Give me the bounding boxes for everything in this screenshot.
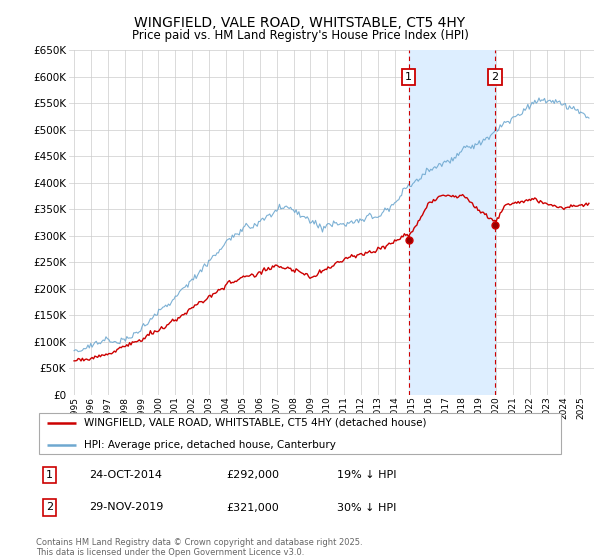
Text: 30% ↓ HPI: 30% ↓ HPI xyxy=(337,502,397,512)
Text: 19% ↓ HPI: 19% ↓ HPI xyxy=(337,470,397,480)
Text: WINGFIELD, VALE ROAD, WHITSTABLE, CT5 4HY: WINGFIELD, VALE ROAD, WHITSTABLE, CT5 4H… xyxy=(134,16,466,30)
Text: £321,000: £321,000 xyxy=(226,502,279,512)
Text: HPI: Average price, detached house, Canterbury: HPI: Average price, detached house, Cant… xyxy=(83,440,335,450)
Text: 24-OCT-2014: 24-OCT-2014 xyxy=(89,470,162,480)
FancyBboxPatch shape xyxy=(38,413,562,454)
Text: 1: 1 xyxy=(46,470,53,480)
Text: 29-NOV-2019: 29-NOV-2019 xyxy=(89,502,163,512)
Text: 2: 2 xyxy=(491,72,499,82)
Text: £292,000: £292,000 xyxy=(226,470,279,480)
Text: WINGFIELD, VALE ROAD, WHITSTABLE, CT5 4HY (detached house): WINGFIELD, VALE ROAD, WHITSTABLE, CT5 4H… xyxy=(83,418,426,428)
Text: 1: 1 xyxy=(405,72,412,82)
Text: Price paid vs. HM Land Registry's House Price Index (HPI): Price paid vs. HM Land Registry's House … xyxy=(131,29,469,42)
Text: 2: 2 xyxy=(46,502,53,512)
Text: Contains HM Land Registry data © Crown copyright and database right 2025.
This d: Contains HM Land Registry data © Crown c… xyxy=(36,538,362,557)
Bar xyxy=(409,50,495,395)
